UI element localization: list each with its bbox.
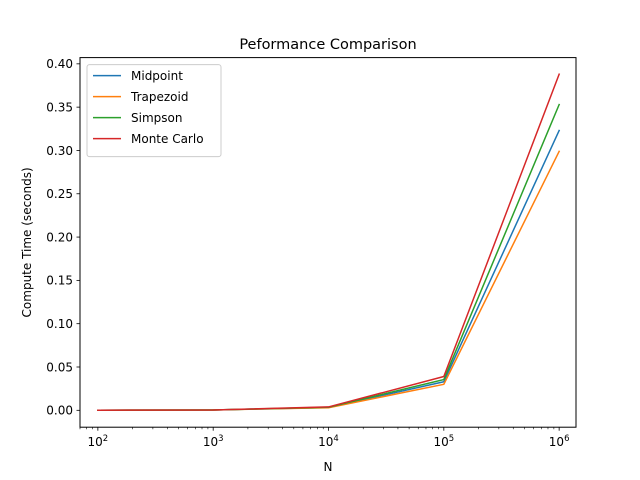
x-tick-exponent: 4	[333, 434, 338, 444]
y-tick-label: 0.40	[46, 57, 73, 71]
y-tick-label: 0.15	[46, 274, 73, 288]
x-tick-label: 105	[433, 434, 454, 449]
chart-title: Peformance Comparison	[239, 37, 416, 53]
x-tick-label: 106	[549, 434, 570, 449]
legend-box	[86, 64, 222, 158]
x-tick-exponent: 2	[103, 434, 108, 444]
y-axis: 0.00 0.05 0.10 0.15 0.20 0.25 0.30 0.35 0.40	[46, 57, 80, 418]
legend-label-monte-carlo: Monte Carlo	[131, 132, 204, 146]
legend-label-midpoint: Midpoint	[131, 69, 183, 83]
x-axis-label: N	[324, 460, 333, 474]
y-axis-label: Compute Time (seconds)	[20, 167, 34, 317]
y-tick-label: 0.30	[46, 144, 73, 158]
y-tick-label: 0.10	[46, 317, 73, 331]
x-tick-label: 103	[203, 434, 224, 449]
legend-label-trapezoid: Trapezoid	[130, 90, 188, 104]
x-tick-base: 10	[433, 435, 448, 449]
x-tick-exponent: 3	[218, 434, 223, 444]
x-tick-exponent: 5	[449, 434, 454, 444]
y-tick-label: 0.00	[46, 404, 73, 418]
x-tick-base: 10	[203, 435, 218, 449]
plot-lines	[97, 73, 561, 411]
x-tick-base: 10	[88, 435, 103, 449]
y-tick-label: 0.35	[46, 100, 73, 114]
x-tick-base: 10	[549, 435, 564, 449]
y-tick-label: 0.20	[46, 230, 73, 244]
y-tick-label: 0.25	[46, 187, 73, 201]
legend: Midpoint Trapezoid Simpson Monte Carlo	[86, 64, 222, 158]
legend-label-simpson: Simpson	[131, 111, 182, 125]
series-line-monte-carlo	[97, 73, 561, 411]
x-tick-exponent: 6	[564, 434, 569, 444]
x-axis: 102 103 104 105 106	[79, 427, 570, 449]
plot-frame	[79, 57, 577, 428]
x-tick-label: 102	[88, 434, 109, 449]
x-tick-base: 10	[318, 435, 333, 449]
y-tick-label: 0.05	[46, 360, 73, 374]
x-tick-label: 104	[318, 434, 339, 449]
